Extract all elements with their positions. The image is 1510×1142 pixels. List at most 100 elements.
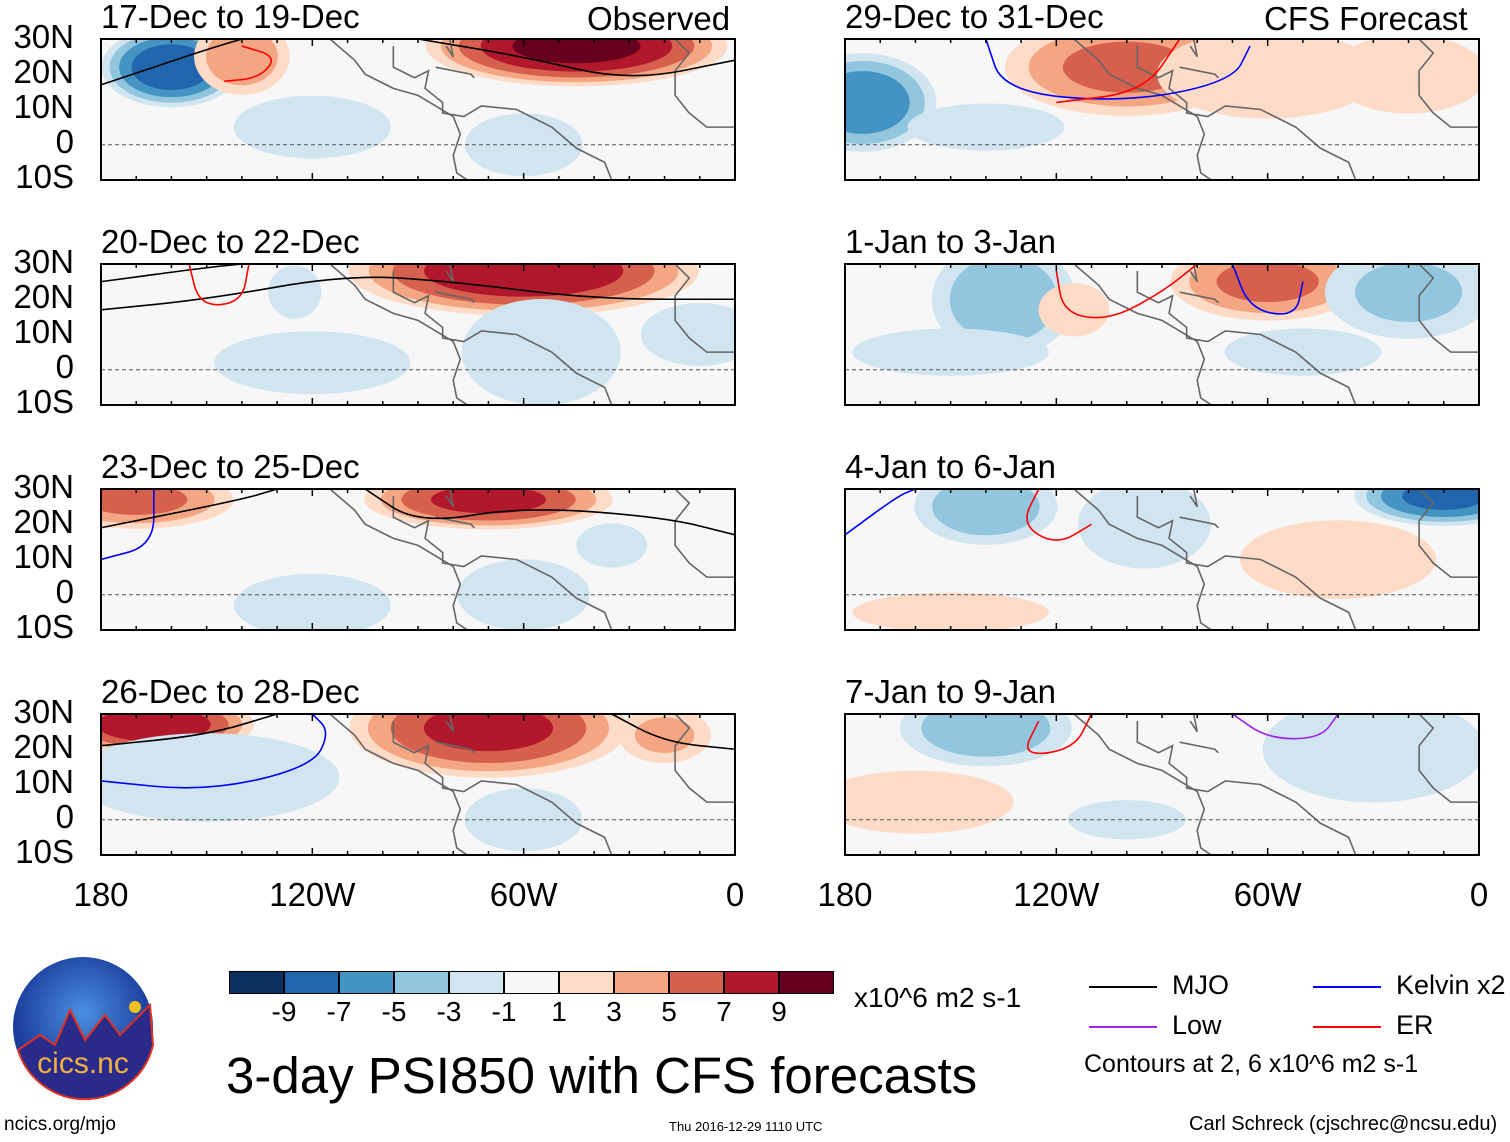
kelvin-contour — [985, 39, 1251, 100]
negative-anomaly — [1078, 489, 1211, 569]
colorbar-label: -1 — [491, 996, 517, 1027]
coastline — [1418, 39, 1479, 128]
lat-tick-label: 20N — [13, 728, 74, 765]
panel-title: 4-Jan to 6-Jan — [845, 448, 1056, 485]
colorbar-label: -9 — [271, 996, 297, 1027]
logo-text: cics.nc — [37, 1047, 129, 1080]
lat-tick-label: 10S — [15, 383, 74, 420]
positive-anomaly — [634, 717, 695, 754]
colorbar-swatch — [504, 971, 559, 994]
lat-tick-label: 30N — [13, 18, 74, 55]
mjo-contour — [364, 489, 735, 536]
lat-tick-label: 10S — [15, 608, 74, 645]
legend-label: ER — [1396, 1010, 1434, 1040]
negative-anomaly — [640, 303, 735, 366]
negative-anomaly — [1354, 264, 1463, 322]
coastline — [1189, 714, 1199, 733]
negative-anomaly — [576, 523, 648, 568]
low-contour — [1231, 714, 1339, 740]
negative-anomaly — [932, 489, 1040, 536]
negative-anomaly — [852, 328, 1049, 376]
coastline — [1179, 741, 1219, 754]
lat-tick-label: 10N — [13, 538, 74, 575]
lat-tick-label: 20N — [13, 278, 74, 315]
legend-line-kelvin — [1313, 986, 1381, 988]
coastline — [674, 489, 735, 578]
positive-anomaly — [1239, 520, 1437, 599]
timestamp: Thu 2016-12-29 1110 UTC — [669, 1119, 823, 1134]
positive-anomaly — [101, 489, 188, 515]
coastline — [1179, 291, 1219, 304]
negative-anomaly — [101, 733, 340, 822]
lat-tick-label: 30N — [13, 693, 74, 730]
lon-tick-label: 120W — [1013, 876, 1100, 913]
colorbar-swatch — [724, 971, 779, 994]
map-panel — [100, 263, 736, 406]
coastline — [1073, 489, 1212, 630]
panel-title: 20-Dec to 22-Dec — [101, 223, 360, 260]
coastline — [1189, 264, 1199, 283]
map-panel — [844, 488, 1480, 631]
coastline — [435, 741, 475, 754]
coastline — [1073, 39, 1212, 180]
colorbar-label: 7 — [716, 996, 732, 1027]
kelvin-contour — [1231, 264, 1304, 315]
positive-anomaly — [206, 39, 278, 86]
lat-tick-label: 30N — [13, 468, 74, 505]
colorbar-label: 9 — [771, 996, 787, 1027]
coastline — [435, 66, 475, 79]
negative-anomaly — [1262, 714, 1479, 803]
colorbar-swatch — [449, 971, 504, 994]
coastline — [329, 489, 468, 630]
negative-anomaly — [233, 573, 391, 630]
panel-title: 29-Dec to 31-Dec — [845, 0, 1104, 35]
positive-anomaly — [1216, 264, 1319, 303]
coastline — [1189, 489, 1199, 508]
lat-tick-label: 20N — [13, 503, 74, 540]
legend-label: Kelvin x2 — [1396, 970, 1506, 1000]
lat-tick-label: 0 — [55, 123, 74, 160]
coastline — [1418, 714, 1479, 803]
contour-note: Contours at 2, 6 x10^6 m2 s-1 — [1084, 1050, 1419, 1078]
lat-tick-label: 10N — [13, 88, 74, 125]
mjo-contour — [611, 714, 735, 751]
colorbar-swatch — [669, 971, 724, 994]
positive-anomaly — [423, 714, 553, 752]
panel-title: 23-Dec to 25-Dec — [101, 448, 360, 485]
lon-tick-label: 180 — [817, 876, 873, 913]
coastline — [329, 264, 468, 405]
lat-tick-label: 20N — [13, 53, 74, 90]
coastline — [329, 39, 468, 180]
colorbar-label: -3 — [436, 996, 462, 1027]
coastline — [435, 516, 475, 529]
positive-anomaly — [1330, 39, 1479, 114]
legend-label: Low — [1172, 1010, 1222, 1040]
panel-title: 17-Dec to 19-Dec — [101, 0, 360, 35]
positive-anomaly — [852, 592, 1049, 630]
positive-anomaly — [1038, 283, 1110, 337]
observed-header: Observed — [587, 0, 731, 37]
legend-line-low — [1089, 1026, 1157, 1028]
map-panel — [844, 263, 1480, 406]
cfs-forecast-header: CFS Forecast — [1264, 0, 1468, 37]
coastline — [1179, 66, 1219, 79]
colorbar-swatch — [559, 971, 614, 994]
negative-anomaly — [214, 331, 411, 395]
kelvin-contour — [101, 714, 327, 789]
panel-title: 7-Jan to 9-Jan — [845, 673, 1056, 710]
mjo-contour — [101, 276, 735, 311]
lon-tick-label: 0 — [1469, 876, 1489, 913]
coastline — [1179, 516, 1219, 529]
lon-tick-label: 0 — [725, 876, 745, 913]
map-panel — [100, 488, 736, 631]
colorbar-label: -5 — [381, 996, 407, 1027]
lon-tick-label: 120W — [269, 876, 356, 913]
er-contour — [188, 264, 250, 306]
lat-tick-label: 0 — [55, 348, 74, 385]
positive-anomaly — [845, 770, 1014, 834]
colorbar-label: -7 — [326, 996, 352, 1027]
colorbar-swatch — [339, 971, 394, 994]
colorbar-swatch — [614, 971, 669, 994]
lat-tick-label: 10S — [15, 158, 74, 195]
